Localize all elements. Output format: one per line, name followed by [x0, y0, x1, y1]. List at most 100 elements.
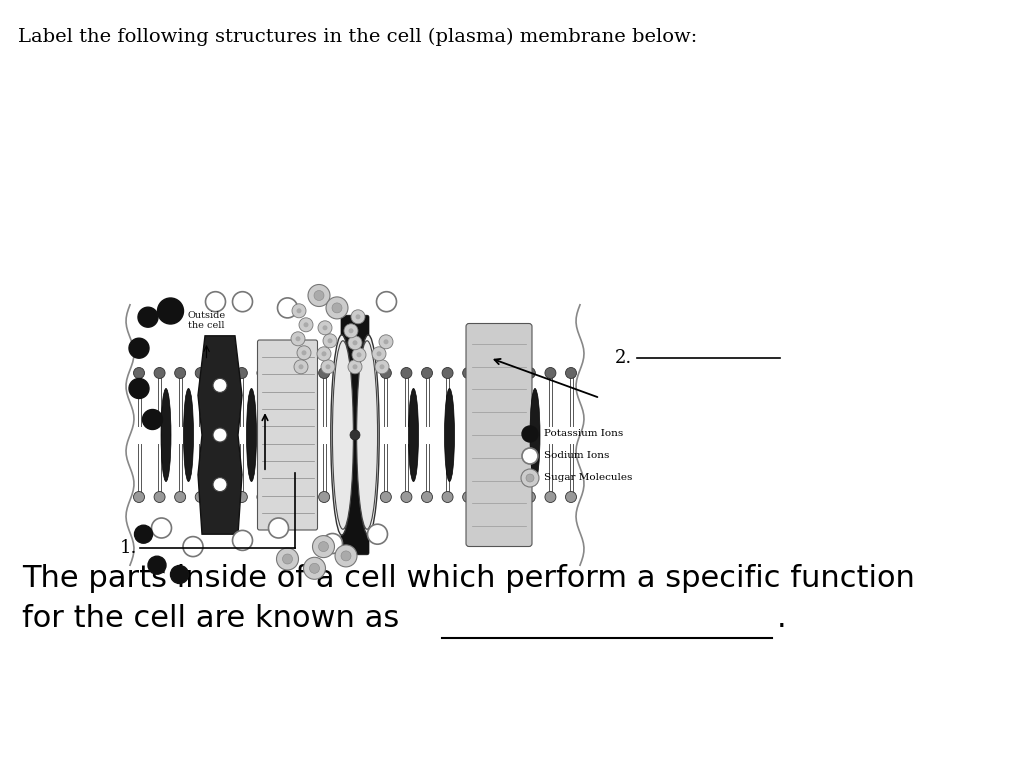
- Circle shape: [183, 537, 203, 557]
- Circle shape: [401, 368, 412, 379]
- Circle shape: [171, 565, 188, 584]
- Circle shape: [326, 297, 348, 319]
- Circle shape: [318, 492, 330, 502]
- Circle shape: [372, 347, 386, 361]
- Circle shape: [133, 492, 144, 502]
- Circle shape: [318, 321, 332, 335]
- Circle shape: [442, 368, 453, 379]
- Ellipse shape: [357, 335, 379, 535]
- Circle shape: [422, 492, 432, 502]
- Circle shape: [359, 492, 371, 502]
- Circle shape: [237, 492, 248, 502]
- Circle shape: [380, 364, 384, 369]
- Circle shape: [504, 368, 515, 379]
- Circle shape: [216, 368, 226, 379]
- Circle shape: [356, 353, 361, 357]
- Circle shape: [323, 334, 337, 348]
- Circle shape: [318, 368, 330, 379]
- Circle shape: [308, 284, 330, 306]
- Circle shape: [524, 368, 536, 379]
- Circle shape: [299, 318, 313, 332]
- Circle shape: [380, 368, 391, 379]
- Circle shape: [483, 492, 495, 502]
- Circle shape: [257, 492, 268, 502]
- Ellipse shape: [333, 341, 353, 529]
- Circle shape: [196, 368, 206, 379]
- Circle shape: [348, 328, 353, 333]
- Circle shape: [291, 332, 305, 346]
- Circle shape: [278, 492, 289, 502]
- Circle shape: [297, 346, 311, 359]
- Polygon shape: [198, 336, 242, 535]
- Circle shape: [257, 368, 268, 379]
- Ellipse shape: [247, 389, 256, 482]
- Circle shape: [278, 368, 289, 379]
- Circle shape: [299, 364, 303, 369]
- Circle shape: [355, 314, 360, 319]
- Circle shape: [232, 531, 253, 551]
- Circle shape: [206, 292, 225, 312]
- Circle shape: [303, 323, 308, 327]
- Circle shape: [129, 338, 150, 358]
- Circle shape: [384, 339, 388, 344]
- Text: Potassium Ions: Potassium Ions: [544, 429, 624, 439]
- Circle shape: [323, 326, 328, 330]
- Circle shape: [332, 303, 342, 313]
- Circle shape: [283, 554, 293, 564]
- Circle shape: [442, 492, 453, 502]
- Text: Label the following structures in the cell (plasma) membrane below:: Label the following structures in the ce…: [18, 28, 697, 46]
- Circle shape: [133, 368, 144, 379]
- Circle shape: [565, 368, 577, 379]
- Ellipse shape: [530, 389, 540, 482]
- Circle shape: [339, 368, 350, 379]
- Circle shape: [268, 518, 289, 538]
- Circle shape: [317, 347, 331, 361]
- Circle shape: [422, 368, 432, 379]
- Circle shape: [326, 364, 331, 369]
- Circle shape: [328, 338, 333, 343]
- Circle shape: [154, 368, 165, 379]
- Circle shape: [483, 368, 495, 379]
- Circle shape: [294, 359, 308, 374]
- Text: for the cell are known as: for the cell are known as: [22, 604, 399, 633]
- Ellipse shape: [356, 341, 378, 529]
- Circle shape: [213, 478, 227, 492]
- Circle shape: [351, 310, 365, 324]
- Circle shape: [379, 335, 393, 349]
- Circle shape: [318, 541, 329, 551]
- Circle shape: [504, 492, 515, 502]
- Text: 1.: 1.: [120, 539, 137, 557]
- Circle shape: [237, 368, 248, 379]
- Circle shape: [158, 298, 183, 324]
- FancyBboxPatch shape: [466, 323, 532, 547]
- Circle shape: [348, 336, 362, 349]
- Circle shape: [309, 563, 319, 573]
- Circle shape: [276, 548, 299, 570]
- Circle shape: [298, 492, 309, 502]
- Text: 2.: 2.: [615, 349, 632, 367]
- Circle shape: [350, 430, 360, 440]
- Circle shape: [213, 428, 227, 442]
- Circle shape: [142, 409, 163, 429]
- Circle shape: [463, 368, 474, 379]
- Circle shape: [335, 545, 357, 567]
- Circle shape: [401, 492, 412, 502]
- Circle shape: [301, 350, 306, 356]
- Circle shape: [303, 558, 326, 579]
- Circle shape: [321, 359, 335, 374]
- Circle shape: [278, 298, 298, 318]
- Circle shape: [524, 492, 536, 502]
- Circle shape: [522, 448, 538, 464]
- Circle shape: [521, 469, 539, 487]
- Circle shape: [292, 304, 306, 318]
- Circle shape: [545, 492, 556, 502]
- Circle shape: [129, 379, 150, 399]
- Circle shape: [341, 551, 351, 561]
- Ellipse shape: [183, 389, 194, 482]
- Circle shape: [175, 492, 185, 502]
- Circle shape: [323, 534, 342, 554]
- Text: .: .: [777, 604, 786, 633]
- Circle shape: [375, 359, 389, 374]
- Circle shape: [322, 351, 327, 356]
- Circle shape: [368, 525, 387, 545]
